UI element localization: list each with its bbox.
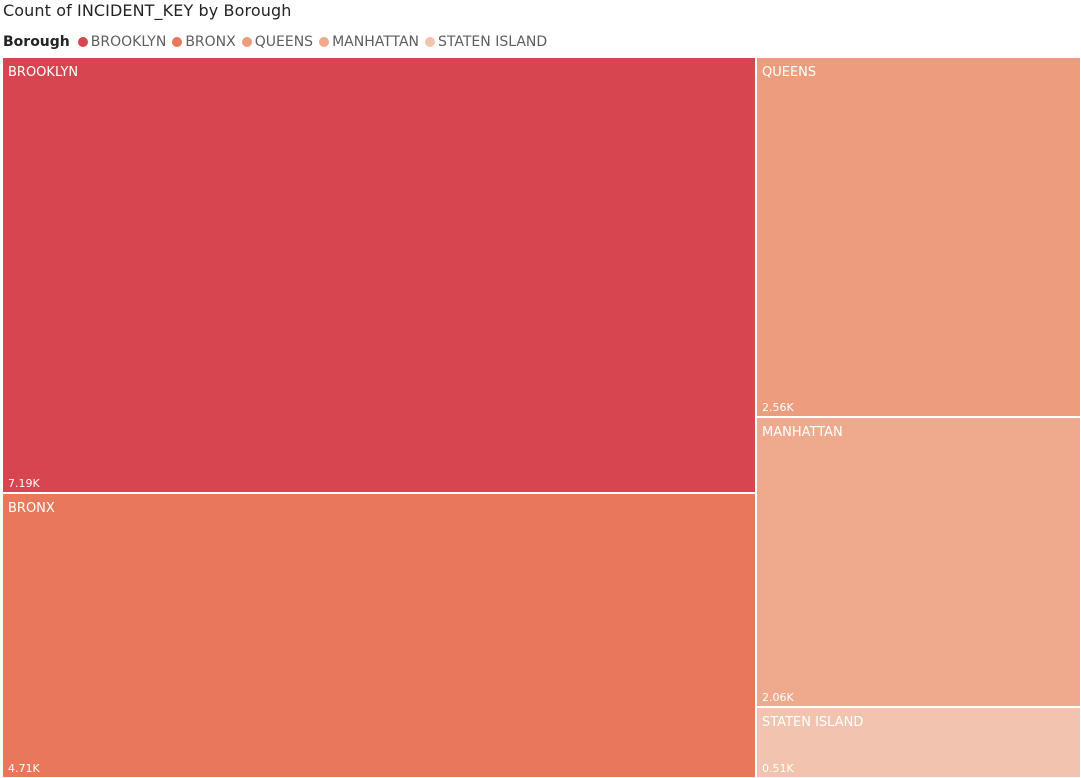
legend-dot-icon bbox=[241, 37, 252, 47]
treemap-tile-manhattan[interactable]: MANHATTAN 2.06K bbox=[756, 417, 1081, 707]
tile-value-label: 4.71K bbox=[8, 762, 40, 775]
tile-value-label: 2.06K bbox=[762, 691, 794, 704]
legend-title: Borough bbox=[3, 34, 70, 50]
tile-label: QUEENS bbox=[762, 65, 817, 80]
treemap-tile-staten-island[interactable]: STATEN ISLAND 0.51K bbox=[756, 707, 1081, 778]
legend: Borough BROOKLYN BRONX QUEENS MANHATTAN STAT… bbox=[3, 33, 553, 51]
legend-item-label: MANHATTAN bbox=[332, 34, 420, 50]
legend-dot-icon bbox=[425, 37, 436, 47]
chart-title: Count of INCIDENT_KEY by Borough bbox=[3, 1, 292, 20]
legend-items: BROOKLYN BRONX QUEENS MANHATTAN STATEN ISLAN… bbox=[77, 34, 553, 50]
tile-label: STATEN ISLAND bbox=[762, 715, 864, 730]
legend-item-label: BROOKLYN bbox=[90, 34, 167, 50]
legend-item-brooklyn[interactable]: BROOKLYN bbox=[77, 34, 167, 50]
legend-item-bronx[interactable]: BRONX bbox=[172, 34, 236, 50]
tile-label: BROOKLYN bbox=[8, 65, 79, 80]
treemap-plot-area: BROOKLYN 7.19K BRONX 4.71K QUEENS 2.56K MANHAT… bbox=[2, 57, 1081, 778]
tile-value-label: 2.56K bbox=[762, 401, 794, 414]
legend-item-queens[interactable]: QUEENS bbox=[241, 34, 314, 50]
legend-item-manhattan[interactable]: MANHATTAN bbox=[319, 34, 419, 50]
treemap-tile-queens[interactable]: QUEENS 2.56K bbox=[756, 57, 1081, 417]
treemap-tile-brooklyn[interactable]: BROOKLYN 7.19K bbox=[2, 57, 756, 493]
legend-item-staten-island[interactable]: STATEN ISLAND bbox=[425, 34, 547, 50]
legend-dot-icon bbox=[172, 37, 183, 47]
legend-item-label: STATEN ISLAND bbox=[438, 34, 548, 50]
treemap-tile-bronx[interactable]: BRONX 4.71K bbox=[2, 493, 756, 778]
legend-dot-icon bbox=[77, 37, 88, 47]
tile-value-label: 7.19K bbox=[8, 477, 40, 490]
legend-dot-icon bbox=[319, 37, 330, 47]
legend-item-label: BRONX bbox=[185, 34, 236, 50]
legend-item-label: QUEENS bbox=[254, 34, 314, 50]
tile-label: MANHATTAN bbox=[762, 425, 843, 440]
tile-value-label: 0.51K bbox=[762, 762, 794, 775]
tile-label: BRONX bbox=[8, 501, 55, 516]
